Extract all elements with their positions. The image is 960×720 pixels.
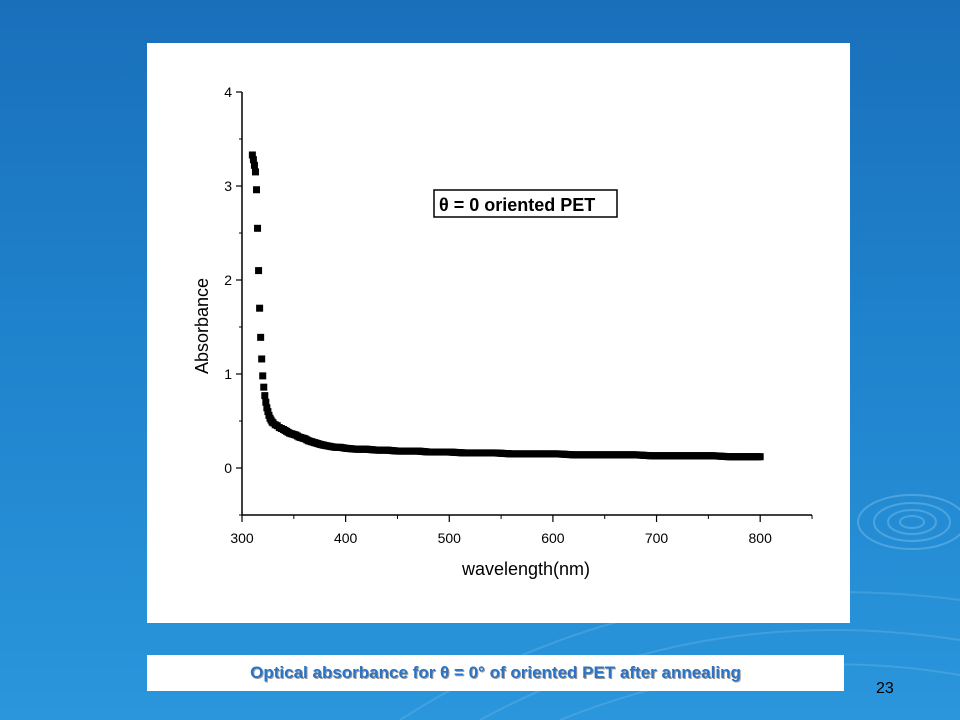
y-tick-label: 2 [224, 272, 232, 288]
data-point [258, 355, 266, 363]
data-point [256, 304, 264, 312]
data-point [251, 168, 259, 176]
data-point [255, 267, 263, 275]
data-point [261, 392, 269, 400]
legend-entry: θ = 0 oriented PET [439, 195, 595, 215]
data-point [250, 161, 258, 169]
y-tick-label: 1 [224, 366, 232, 382]
ripple-decoration [857, 494, 960, 550]
x-tick-label: 600 [541, 530, 565, 546]
data-point [248, 151, 256, 159]
x-axis-label: wavelength(nm) [461, 559, 590, 579]
caption-box: Optical absorbance for θ = 0° of oriente… [147, 655, 844, 691]
x-tick-label: 700 [645, 530, 669, 546]
absorbance-chart: 300 400 500 600 700 800 0 1 2 3 4 wavelength(nm) A… [192, 84, 813, 579]
data-point [259, 372, 267, 380]
data-point [263, 404, 271, 412]
y-tick-label: 3 [224, 178, 232, 194]
tick-labels: 300 400 500 600 700 800 0 1 2 3 4 [224, 84, 772, 546]
y-tick-label: 4 [224, 84, 232, 100]
x-tick-label: 400 [334, 530, 358, 546]
y-axis-label: Absorbance [192, 278, 212, 374]
x-tick-label: 800 [749, 530, 773, 546]
data-point [264, 408, 272, 416]
legend-box [433, 189, 618, 218]
data-point [249, 156, 257, 164]
data-point [254, 224, 262, 232]
chart-panel: 300 400 500 600 700 800 0 1 2 3 4 wavelength(nm) A… [147, 43, 850, 623]
axes [241, 92, 812, 516]
caption-text: Optical absorbance for θ = 0° of oriente… [250, 663, 741, 682]
legend: θ = 0 oriented PET [433, 189, 618, 218]
data-point [262, 398, 270, 406]
slide-number: 23 [876, 680, 894, 697]
y-tick-label: 0 [224, 460, 232, 476]
data-points [248, 151, 764, 461]
x-tick-label: 500 [438, 530, 462, 546]
data-point-fill [755, 453, 763, 461]
data-point [257, 333, 265, 341]
x-tick-label: 300 [230, 530, 254, 546]
data-point [253, 186, 261, 194]
data-point [260, 383, 268, 391]
ticks [236, 91, 813, 522]
